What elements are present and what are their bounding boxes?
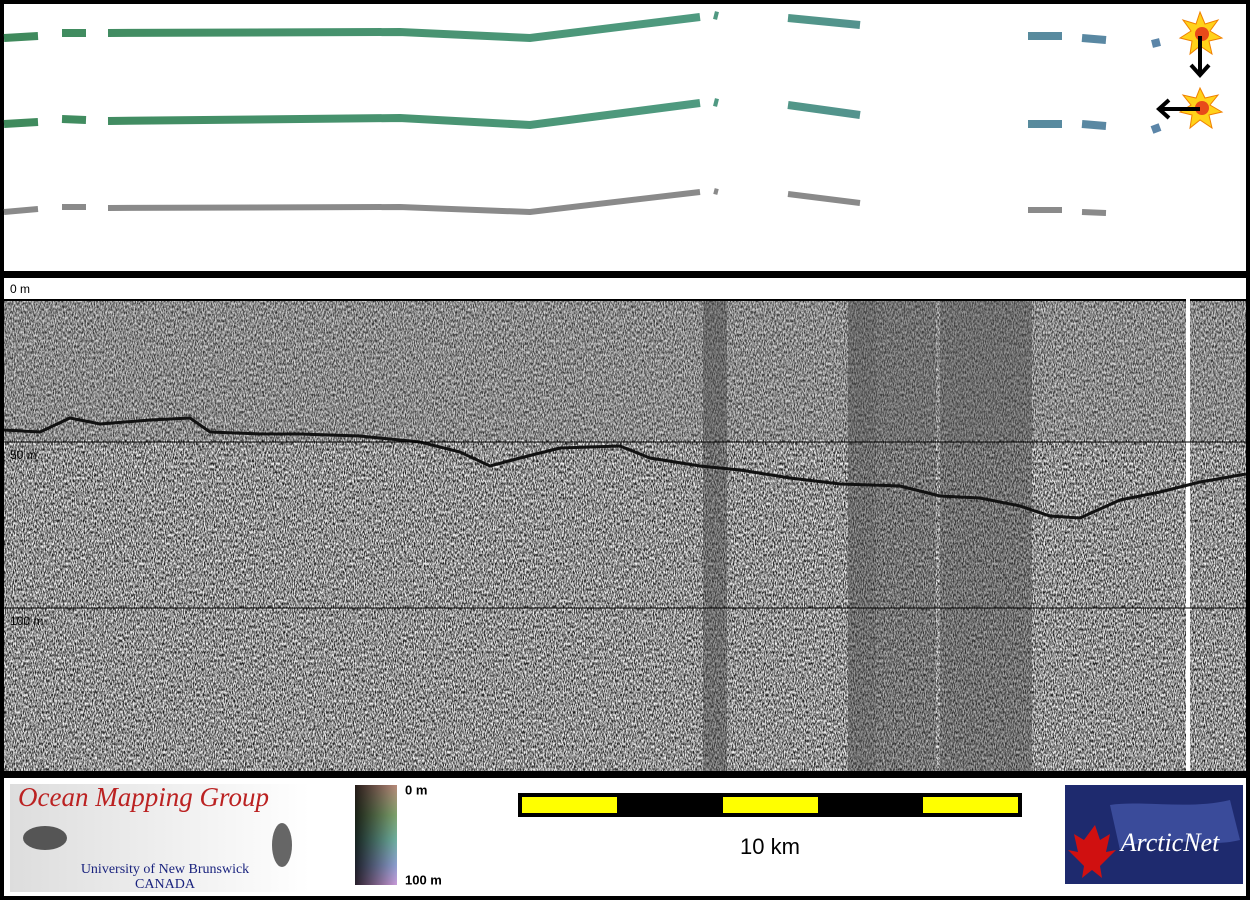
- logo-country: CANADA: [135, 877, 196, 892]
- logo-fish: [272, 823, 292, 867]
- swath-strips: [3, 11, 1162, 216]
- water-column: [4, 300, 1246, 440]
- maple-leaf: [1068, 825, 1116, 878]
- logo-university: University of New Brunswick: [81, 862, 249, 877]
- arcticnet-label: ArcticNet: [1119, 828, 1220, 857]
- logo-map: [1110, 800, 1240, 850]
- scale-label: 10 km: [740, 834, 800, 859]
- profile-noise: [4, 300, 1246, 771]
- seabed: [3, 416, 1247, 520]
- logo-title: Ocean Mapping Group: [18, 782, 269, 812]
- scale-segments: [522, 797, 1018, 813]
- depth-label: 50 m: [10, 448, 37, 462]
- direction-icons: [1156, 10, 1224, 130]
- depth-label: 0 m: [10, 282, 30, 296]
- noise-bands: [703, 300, 1032, 771]
- colorbar-shade: [355, 785, 397, 885]
- depth-lines: [4, 441, 1246, 609]
- swath-panel: [4, 4, 1246, 271]
- gap: [1186, 296, 1190, 771]
- colorbar-label: 100 m: [405, 872, 442, 887]
- colorbar-label: 0 m: [405, 782, 427, 797]
- logo-fish: [23, 826, 67, 850]
- label-strip: [4, 278, 1246, 299]
- depth-label: 100 m: [10, 614, 43, 628]
